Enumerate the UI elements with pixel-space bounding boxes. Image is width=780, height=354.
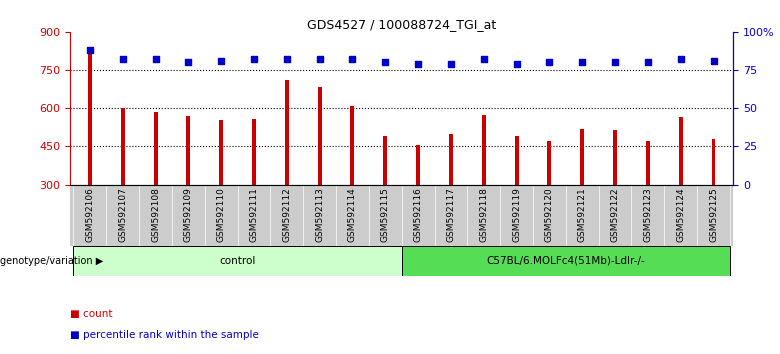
Title: GDS4527 / 100088724_TGI_at: GDS4527 / 100088724_TGI_at [307,18,496,31]
Text: genotype/variation ▶: genotype/variation ▶ [0,256,103,266]
Text: GSM592117: GSM592117 [446,188,456,242]
FancyBboxPatch shape [402,246,730,276]
Point [543,59,555,65]
Point [116,57,129,62]
Bar [646,141,650,184]
Text: GSM592111: GSM592111 [250,188,258,242]
Point [707,58,720,64]
Point [83,47,96,53]
FancyBboxPatch shape [73,246,402,276]
Text: ■ count: ■ count [70,309,112,319]
Text: GSM592109: GSM592109 [184,188,193,242]
Bar [515,136,519,184]
Text: GSM592108: GSM592108 [151,188,160,242]
Bar [285,80,289,184]
Bar [219,120,223,184]
Point [609,59,622,65]
Text: GSM592125: GSM592125 [709,188,718,242]
Bar [252,119,256,184]
Point [510,61,523,67]
Text: GSM592116: GSM592116 [413,188,423,242]
Point [379,59,392,65]
Point [675,57,687,62]
Text: GSM592115: GSM592115 [381,188,390,242]
Bar [613,130,617,184]
Bar [154,112,158,184]
Text: GSM592124: GSM592124 [676,188,685,242]
Point [149,57,161,62]
Bar [417,145,420,184]
Point [182,59,194,65]
Text: GSM592122: GSM592122 [611,188,619,242]
Point [314,57,326,62]
Bar [679,117,682,184]
Text: ■ percentile rank within the sample: ■ percentile rank within the sample [70,330,259,340]
Point [248,57,261,62]
Point [642,59,654,65]
Text: GSM592107: GSM592107 [119,188,127,242]
Bar [580,129,584,184]
Bar [186,116,190,184]
Point [346,57,359,62]
Text: GSM592119: GSM592119 [512,188,521,242]
Text: GSM592110: GSM592110 [217,188,225,242]
Text: GSM592120: GSM592120 [545,188,554,242]
Bar [711,139,715,184]
Bar [383,136,387,184]
Point [477,57,490,62]
Point [215,58,228,64]
Text: control: control [219,256,256,266]
Bar [449,134,453,184]
Point [412,61,424,67]
Text: GSM592106: GSM592106 [85,188,94,242]
Text: GSM592121: GSM592121 [578,188,587,242]
Bar [121,108,125,184]
Point [576,59,588,65]
Bar [88,52,92,184]
Bar [548,141,551,184]
Point [281,57,293,62]
Text: C57BL/6.MOLFc4(51Mb)-Ldlr-/-: C57BL/6.MOLFc4(51Mb)-Ldlr-/- [487,256,645,266]
Text: GSM592123: GSM592123 [644,188,652,242]
Text: GSM592114: GSM592114 [348,188,357,242]
Point [445,61,457,67]
Text: GSM592112: GSM592112 [282,188,291,242]
Bar [482,115,486,184]
Bar [350,105,354,184]
Bar [317,87,321,184]
Text: GSM592118: GSM592118 [479,188,488,242]
Text: GSM592113: GSM592113 [315,188,324,242]
